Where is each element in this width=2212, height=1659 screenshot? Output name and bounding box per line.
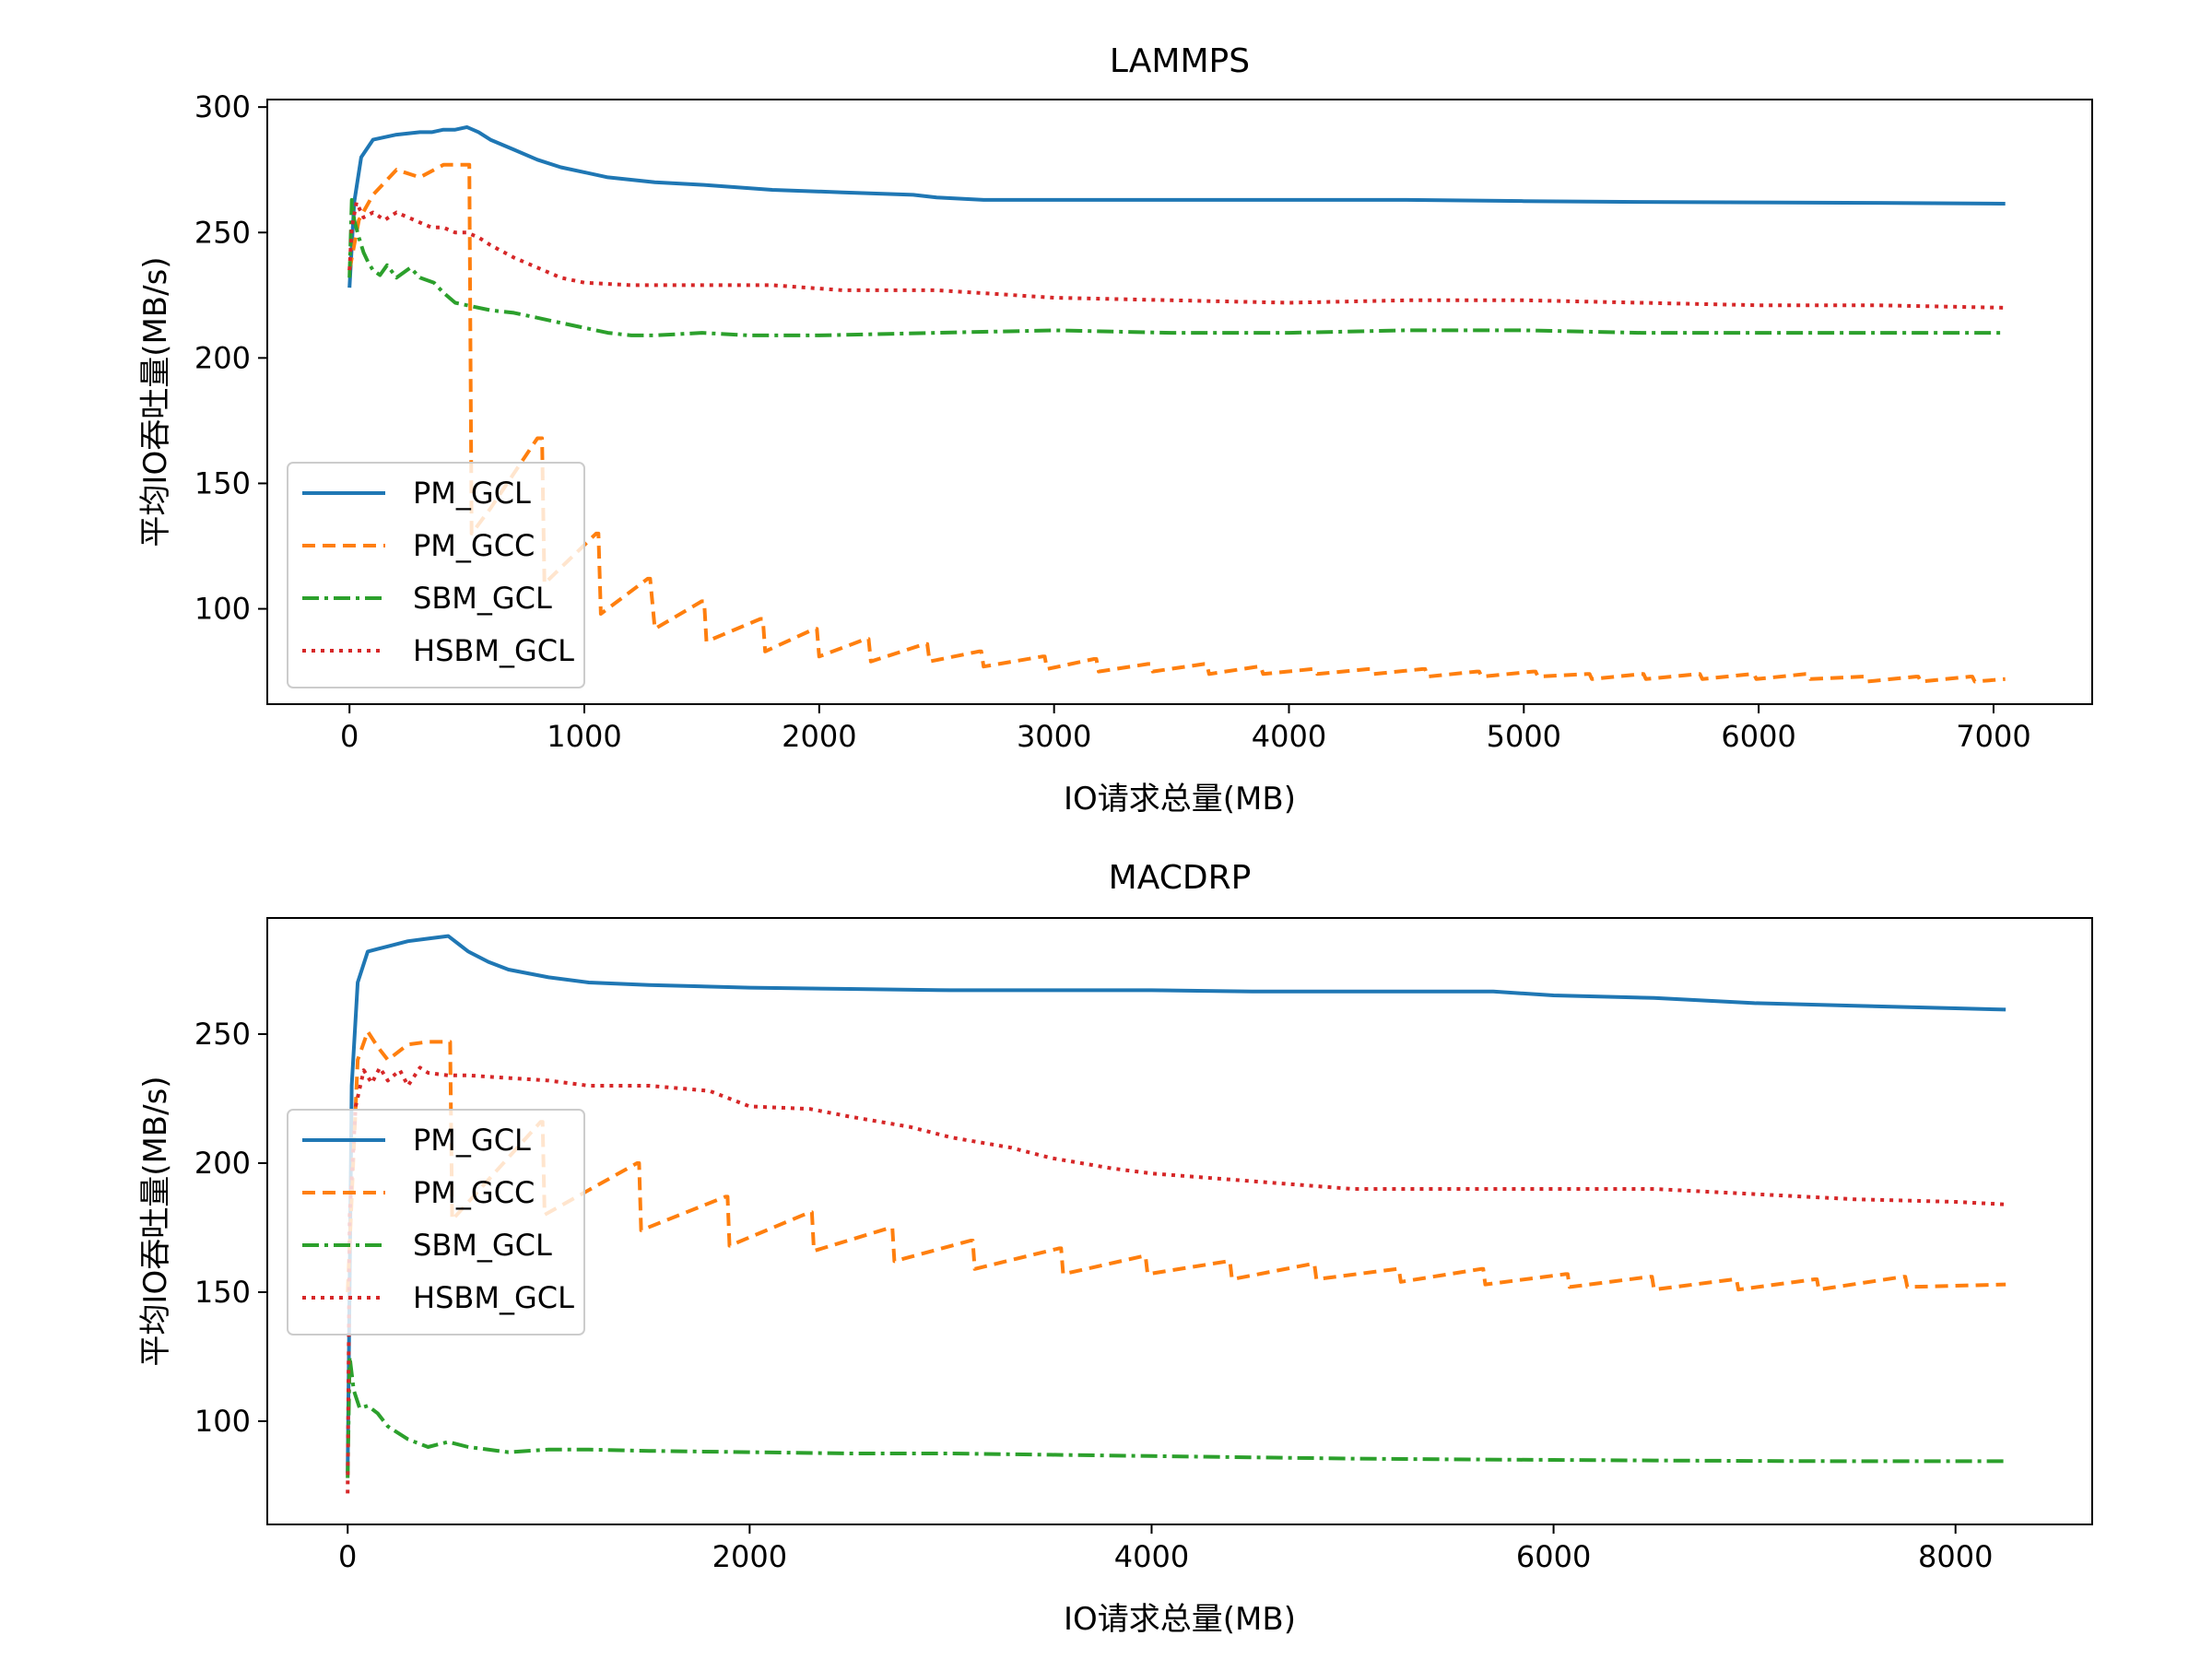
axes-frame [266, 917, 2093, 1525]
y-tick-label: 300 [194, 89, 251, 124]
legend-label-pm-gcl: PM_GCL [413, 1123, 531, 1158]
legend-label-pm-gcc: PM_GCC [413, 1175, 535, 1210]
x-tick-label: 0 [340, 719, 359, 754]
legend-label-sbm-gcl: SBM_GCL [413, 1228, 552, 1263]
x-tick-label: 1000 [547, 719, 621, 754]
series-line-pm-gcl [346, 934, 2006, 1474]
series-line-pm-gcc [347, 162, 2006, 684]
y-axis-label: 平均IO吞吐量(MB/s) [137, 1076, 174, 1366]
y-axis-label: 平均IO吞吐量(MB/s) [137, 256, 174, 547]
legend-label-pm-gcc: PM_GCC [413, 528, 535, 563]
x-axis-ticks: 0 1000 2000 3000 4000 5000 6000 7000 [340, 704, 2031, 754]
legend-label-hsbm-gcl: HSBM_GCL [413, 633, 574, 668]
y-tick-label: 250 [194, 1017, 251, 1052]
legend-label-sbm-gcl: SBM_GCL [413, 581, 552, 616]
y-tick-label: 200 [194, 340, 251, 375]
series-line-sbm-gcl [346, 1355, 2006, 1478]
series-line-pm-gcl [347, 124, 2006, 288]
axes-frame [266, 99, 2093, 705]
y-tick-label: 250 [194, 215, 251, 250]
legend-box [287, 462, 585, 688]
x-tick-label: 5000 [1487, 719, 1561, 754]
legend-label-hsbm-gcl: HSBM_GCL [413, 1280, 574, 1315]
y-tick-label: 150 [194, 1275, 251, 1310]
chart-title: MACDRP [1109, 859, 1252, 897]
x-axis-label: IO请求总量(MB) [1064, 1601, 1296, 1638]
y-tick-label: 150 [194, 465, 251, 500]
x-tick-label: 3000 [1017, 719, 1091, 754]
x-tick-label: 4000 [1114, 1539, 1189, 1574]
series-line-sbm-gcl [347, 197, 2006, 337]
legend: PM_GCL PM_GCC SBM_GCL HSBM_GCL [287, 1109, 585, 1335]
x-tick-label: 2000 [782, 719, 856, 754]
x-tick-label: 4000 [1252, 719, 1326, 754]
chart-panel-lammps: LAMMPS 0 1000 2000 3000 4000 5000 6000 7000 100… [137, 42, 2093, 818]
x-tick-label: 6000 [1721, 719, 1795, 754]
x-axis-label: IO请求总量(MB) [1064, 781, 1296, 818]
x-tick-label: 0 [338, 1539, 357, 1574]
x-tick-label: 8000 [1918, 1539, 1993, 1574]
x-tick-label: 6000 [1516, 1539, 1591, 1574]
x-axis-ticks: 0 2000 4000 6000 8000 [338, 1524, 1993, 1574]
y-tick-label: 100 [194, 1404, 251, 1439]
legend-label-pm-gcl: PM_GCL [413, 476, 531, 511]
y-axis-ticks: 100 150 200 250 [194, 1017, 267, 1439]
plot-area [347, 124, 2006, 684]
chart-title: LAMMPS [1110, 42, 1250, 80]
legend: PM_GCL PM_GCC SBM_GCL HSBM_GCL [287, 462, 585, 688]
y-tick-label: 100 [194, 592, 251, 627]
x-tick-label: 7000 [1956, 719, 2030, 754]
y-tick-label: 200 [194, 1146, 251, 1181]
y-axis-ticks: 100 150 200 250 300 [194, 89, 267, 627]
x-tick-label: 2000 [712, 1539, 787, 1574]
chart-panel-macdrp: MACDRP 0 2000 4000 6000 8000 100 150 200 250 IO… [137, 859, 2093, 1638]
series-line-hsbm-gcl [347, 200, 2006, 310]
legend-box [287, 1109, 585, 1335]
series-line-hsbm-gcl [346, 1065, 2006, 1494]
